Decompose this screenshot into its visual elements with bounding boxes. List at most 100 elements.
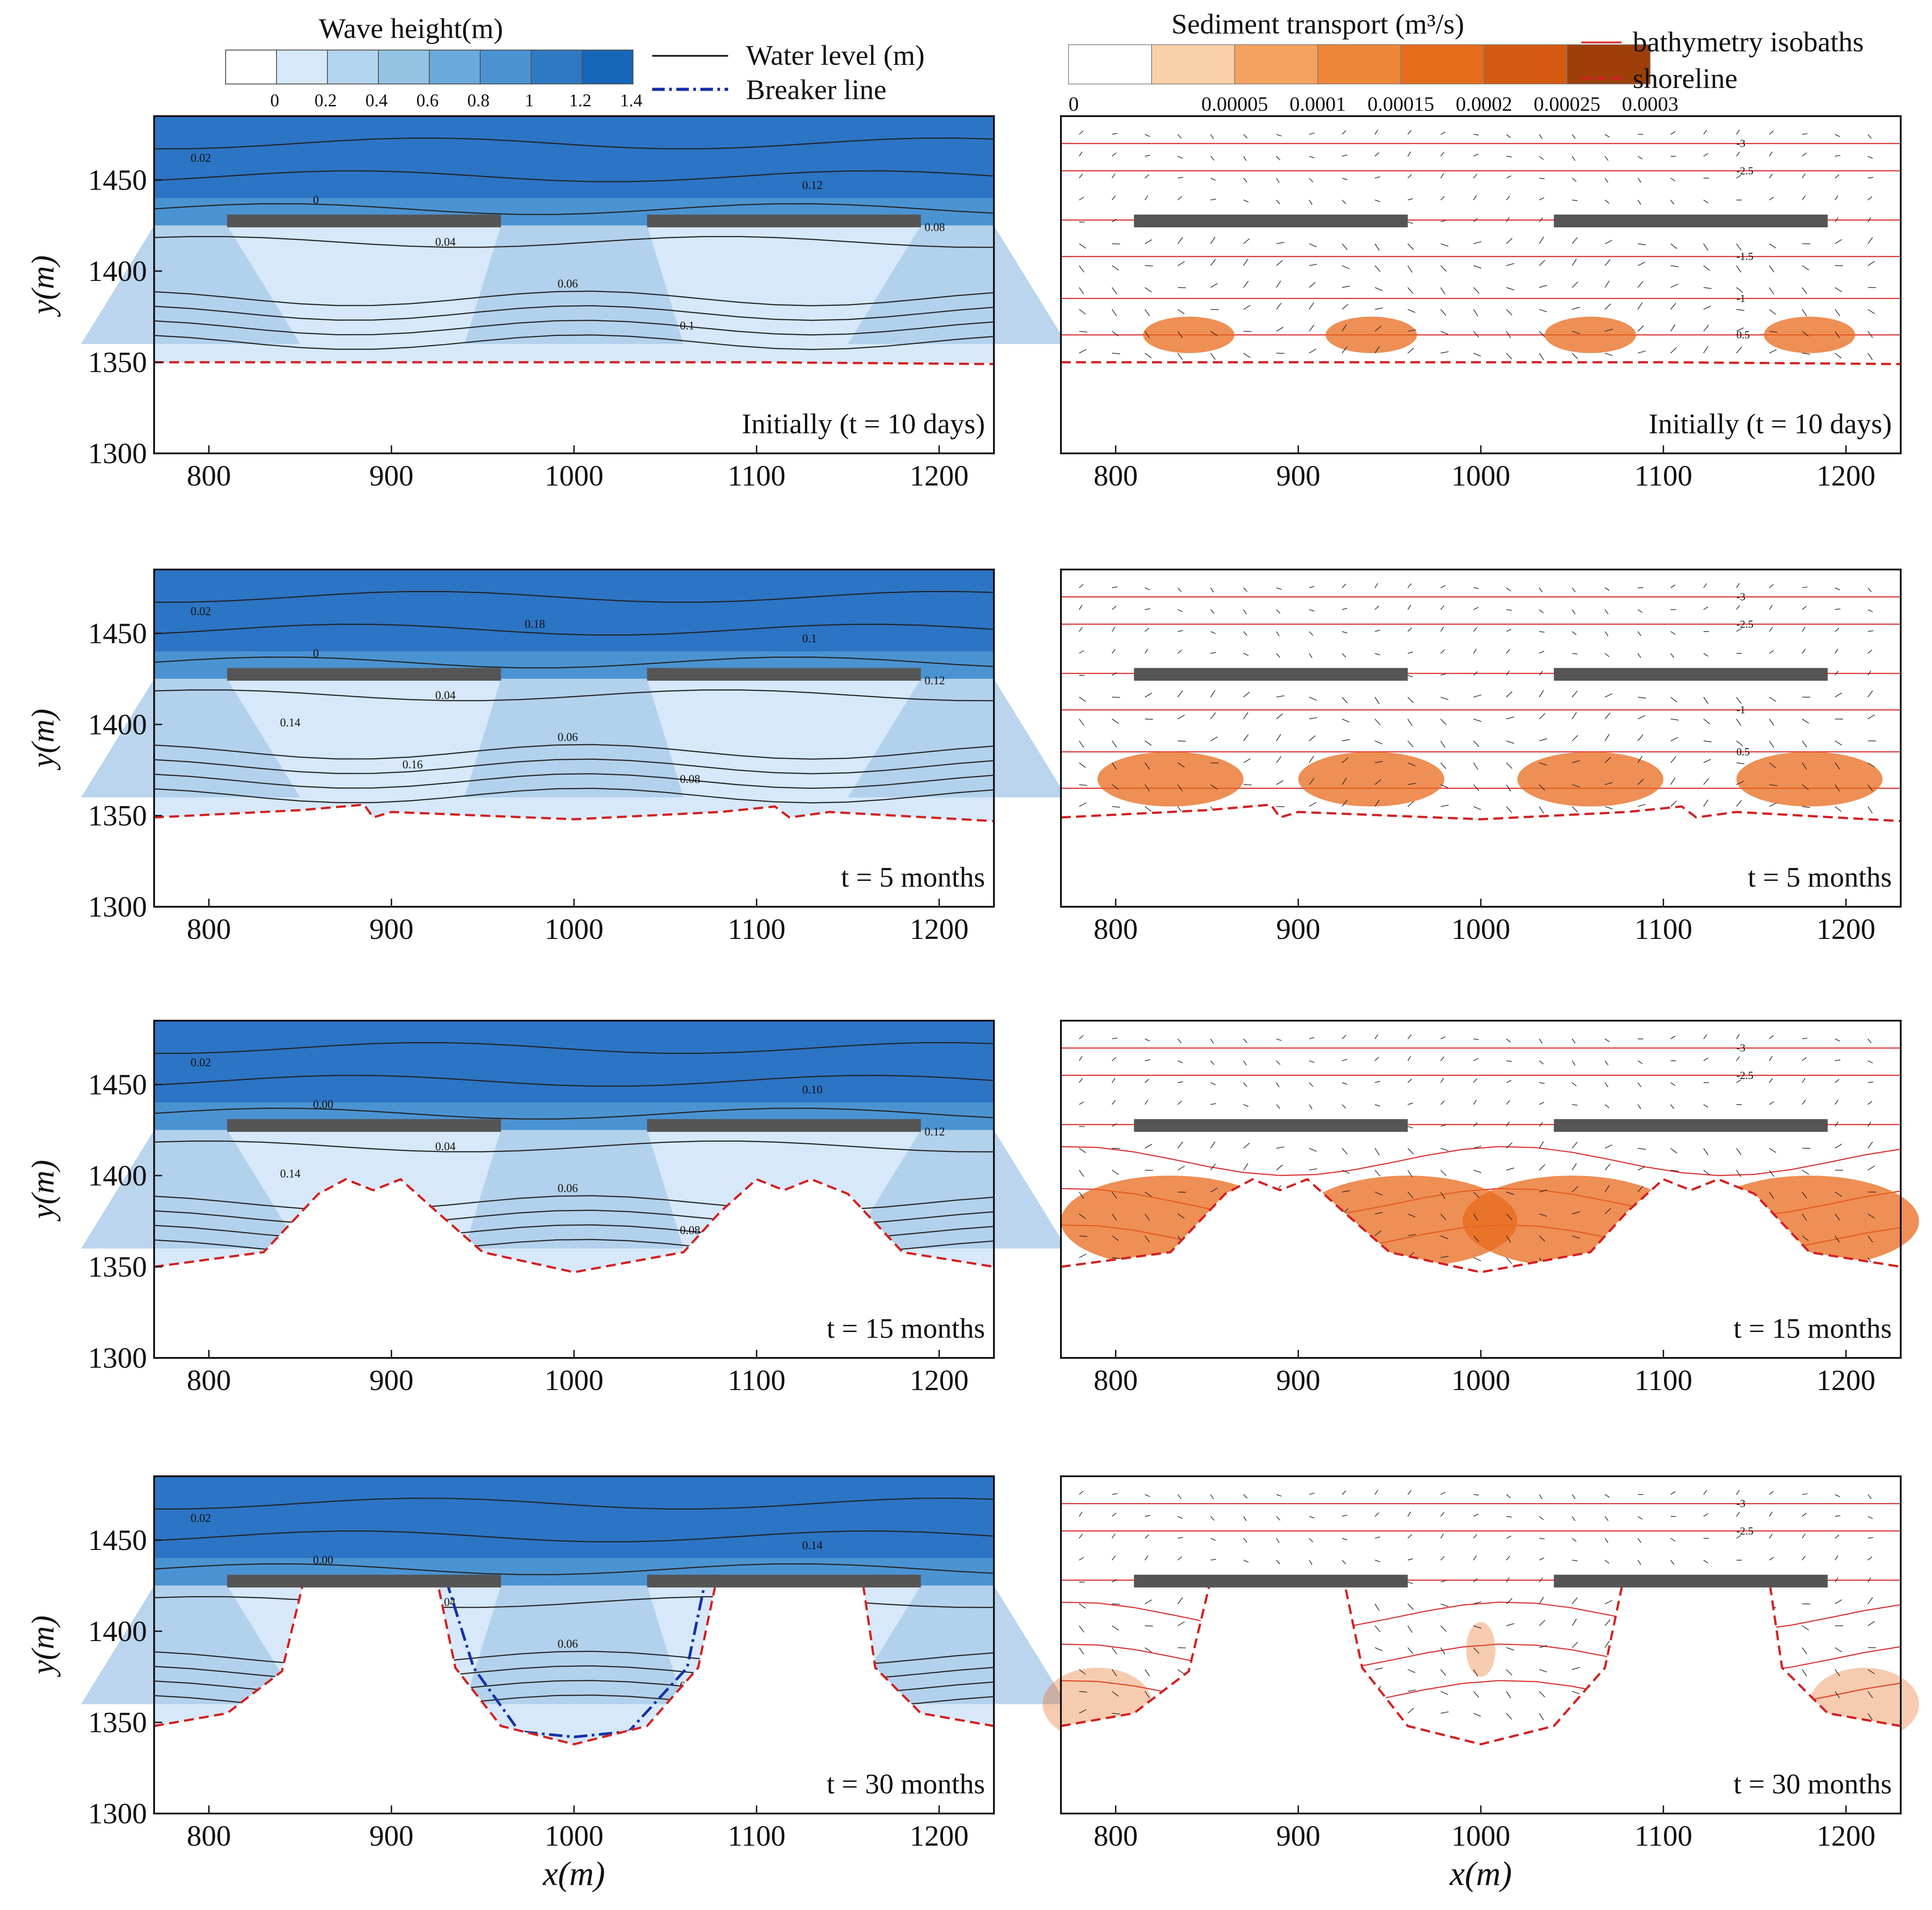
y-axis-label: y(m) [25,1160,61,1222]
deep-water-zone [154,116,994,198]
velocity-vector [1210,331,1218,336]
contour-label: 0.16 [402,758,423,771]
isobath-label: -3 [1736,591,1745,603]
velocity-vector [1539,1713,1544,1721]
velocity-vector [1670,778,1676,785]
velocity-vector [1407,1647,1413,1654]
y-tick-label: 1300 [88,1342,147,1374]
velocity-vector [1835,1191,1842,1197]
velocity-vector [1473,1169,1481,1173]
velocity-vector [1309,1082,1313,1087]
sediment-transport-zone [1517,752,1664,807]
velocity-vector [1703,1034,1707,1039]
velocity-vector [1144,287,1152,293]
velocity-vector [1111,173,1115,179]
velocity-vector [1473,1513,1479,1517]
velocity-vector [1867,670,1871,676]
velocity-vector [1605,757,1611,763]
velocity-vector [1440,196,1445,201]
contour-label: 0.04 [435,1140,456,1153]
wave-colorbar-tick: 0.4 [365,90,388,110]
velocity-vector [1276,156,1281,160]
velocity-vector [1835,1647,1842,1652]
velocity-vector [1736,1056,1740,1061]
velocity-vector [1144,608,1150,610]
isobath-label: -2.5 [1736,165,1753,177]
velocity-vector [1112,1170,1119,1175]
velocity-vector [1178,714,1185,720]
velocity-vector [1506,691,1513,698]
velocity-vector [1802,1533,1806,1539]
velocity-vector [1769,331,1777,333]
velocity-vector [1111,1100,1116,1105]
velocity-vector [1473,1146,1482,1149]
x-tick-label: 900 [1276,1364,1320,1397]
velocity-vector [1309,1104,1312,1110]
deep-water-zone [154,570,994,652]
velocity-vector [1440,741,1446,748]
velocity-vector [1079,1491,1084,1495]
velocity-vector [1243,305,1251,310]
x-tick-label: 800 [1094,460,1138,492]
velocity-vector [1407,719,1412,726]
velocity-vector [1408,329,1416,332]
contour-label: 0.18 [525,618,545,631]
velocity-vector [1572,1559,1578,1562]
velocity-vector [1539,690,1544,698]
velocity-vector [1572,259,1577,266]
velocity-vector [1506,670,1510,676]
velocity-vector [1408,1689,1416,1692]
velocity-vector [1473,1669,1479,1677]
velocity-vector [1473,741,1479,747]
panel-sediment-2: -3-2.5-1.5-10.50.5m/s800900100011001200t… [1060,569,1902,946]
velocity-vector [1341,757,1349,763]
velocity-vector [1572,631,1577,635]
velocity-vector [1440,1491,1446,1495]
wave-colorbar-swatch [429,50,481,84]
velocity-vector [1605,352,1613,356]
velocity-vector [1440,287,1446,295]
velocity-vector [1539,1494,1543,1500]
velocity-vector [1473,287,1479,294]
velocity-vector [1769,719,1775,726]
x-tick-label: 800 [1094,1820,1138,1852]
velocity-vector [1111,309,1117,316]
wave-colorbar-tick: 1.4 [620,90,642,110]
sediment-colorbar-swatch [1068,44,1152,84]
velocity-vector [1375,779,1382,785]
velocity-vector [1638,1148,1646,1150]
velocity-vector [1605,587,1610,591]
velocity-vector [1539,237,1544,244]
velocity-vector [1506,1236,1511,1243]
velocity-vector [1342,178,1348,180]
velocity-vector [1605,1600,1613,1604]
velocity-vector [1506,806,1512,813]
contour-label: 0.14 [280,716,301,729]
velocity-vector [1506,609,1512,611]
panel-wave-2: 0.02 0 0.04 0.06 0.08 0.1 0.12 0.14 0.16 0.18 800 9… [25,569,1067,946]
velocity-vector [1440,784,1448,788]
velocity-vector [1243,259,1249,266]
isobath-label: -2.5 [1736,1525,1753,1537]
velocity-vector [1539,784,1545,791]
velocity-vector [1210,283,1218,288]
velocity-vector [1769,697,1777,702]
panel-wave-3: 0.020.000.040.060.080.100.120.140.168009… [25,1020,1067,1397]
velocity-vector [1375,1490,1379,1495]
velocity-vector [1637,178,1642,183]
velocity-vector [1440,243,1449,247]
contour-label: 0.14 [280,1167,301,1180]
velocity-vector [1111,1078,1115,1083]
velocity-vector [1572,1060,1576,1066]
velocity-vector [1407,1192,1413,1198]
velocity-vector [1177,331,1183,338]
velocity-vector [1144,309,1150,316]
velocity-vector [1835,649,1839,654]
velocity-vector [1802,1235,1809,1241]
velocity-vector [1473,784,1479,791]
velocity-vector [1539,218,1543,222]
velocity-vector [1769,173,1773,179]
sediment-colorbar-swatch [1151,44,1235,84]
velocity-vector [1341,1560,1346,1564]
velocity-vector [1144,806,1152,812]
